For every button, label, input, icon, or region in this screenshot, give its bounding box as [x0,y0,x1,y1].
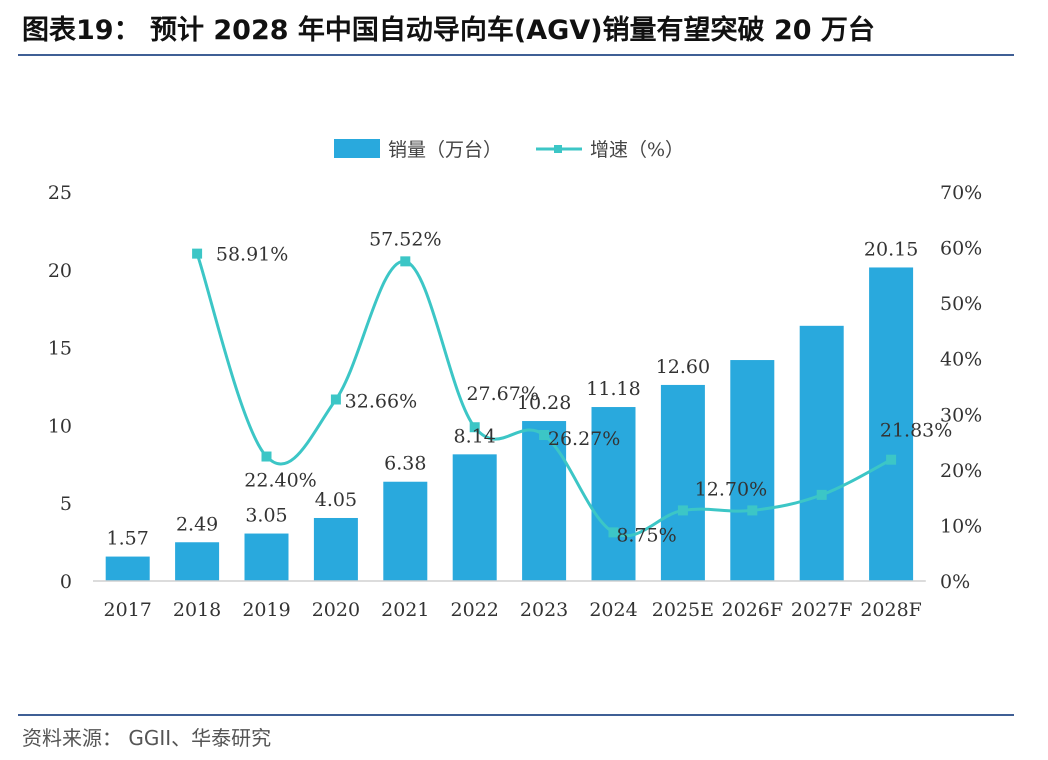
source-note: 资料来源： GGII、华泰研究 [22,726,272,750]
bar [730,360,775,581]
bar [522,421,567,581]
growth-marker [400,256,411,267]
x-axis-tick-label: 2021 [381,599,429,621]
bar [799,325,844,581]
left-axis-tick-label: 5 [60,493,72,515]
left-axis-tick-label: 0 [60,571,72,593]
right-axis: 0% 10% 20% 30% 40% 50% 60% 70% [940,182,982,593]
bar [244,533,289,581]
bar [105,556,150,581]
right-axis-tick-label: 60% [940,238,982,260]
growth-value-label: 32.66% [345,391,417,413]
x-axis-tick-label: 2028F [860,599,922,621]
bar [869,267,914,581]
right-axis-tick-label: 50% [940,293,982,315]
source-rule [18,714,1014,716]
x-axis-tick-label: 2025E [652,599,714,621]
growth-marker [192,248,203,259]
left-axis-tick-label: 10 [48,415,72,437]
growth-value-label: 26.27% [548,428,620,450]
right-axis-tick-label: 40% [940,349,982,371]
right-axis-tick-label: 30% [940,404,982,426]
x-axis-tick-label: 2019 [242,599,290,621]
x-axis-tick-label: 2022 [451,599,499,621]
bar-value-label: 4.05 [315,489,357,511]
growth-marker [608,527,619,538]
line-series [192,248,897,538]
growth-value-label: 22.40% [244,470,316,492]
bar [383,481,428,581]
title-rule [18,54,1014,56]
growth-marker [747,505,758,516]
x-axis-tick-label: 2018 [173,599,221,621]
growth-value-label: 27.67% [466,383,538,405]
data-labels: 1.57 2.49 3.05 4.05 6.38 8.14 10.28 11.18 12.60 2… [107,228,953,549]
growth-marker [469,422,480,433]
bar-value-label: 8.14 [454,425,496,447]
figure-title: 图表19： 预计 2028 年中国自动导向车(AGV)销量有望突破 20 万台 [22,15,875,46]
growth-marker [886,454,897,465]
legend-bar-label: 销量（万台） [388,139,502,161]
left-axis-tick-label: 25 [48,182,72,204]
growth-value-label: 12.70% [695,478,767,500]
left-axis-tick-label: 20 [48,260,72,282]
right-axis-tick-label: 0% [940,571,970,593]
bar-value-label: 2.49 [176,513,218,535]
growth-value-label: 58.91% [216,244,288,266]
legend-line-label: 增速（%） [590,139,684,161]
bar [175,542,220,581]
bar-series [105,267,914,581]
legend-line-marker [554,145,562,153]
growth-marker [539,430,550,441]
legend: 销量（万台） 增速（%） [334,139,684,161]
x-axis-tick-label: 2023 [520,599,568,621]
growth-value-label: 8.75% [616,524,676,546]
x-axis-tick-label: 2017 [104,599,152,621]
bar [313,517,358,581]
growth-marker [261,451,272,462]
x-axis-tick-label: 2024 [589,599,637,621]
right-axis-tick-label: 70% [940,182,982,204]
x-axis-tick-label: 2026F [722,599,784,621]
growth-marker [677,505,688,516]
x-axis-tick-label: 2027F [791,599,853,621]
bar-value-label: 1.57 [107,528,149,550]
bar-value-label: 11.18 [586,378,640,400]
bar-value-label: 20.15 [864,238,918,260]
x-axis-tick-label: 2020 [312,599,360,621]
bar [452,454,497,581]
bar [660,384,705,581]
bar-value-label: 12.60 [656,356,710,378]
right-axis-tick-label: 20% [940,460,982,482]
growth-marker [330,394,341,405]
growth-marker [816,489,827,500]
bar [591,407,636,581]
right-axis-tick-label: 10% [940,515,982,537]
bar-value-label: 6.38 [384,453,426,475]
bar-value-label: 10.28 [517,392,571,414]
growth-value-label: 57.52% [369,228,441,250]
x-axis: 2017 2018 2019 2020 2021 2022 2023 2024 2025E 202… [93,580,926,621]
growth-value-label: 21.83% [880,420,952,442]
bar-value-label: 3.05 [245,505,287,527]
legend-bar-swatch [334,139,380,158]
left-axis-tick-label: 15 [48,338,72,360]
left-axis: 0 5 10 15 20 25 [48,182,72,593]
